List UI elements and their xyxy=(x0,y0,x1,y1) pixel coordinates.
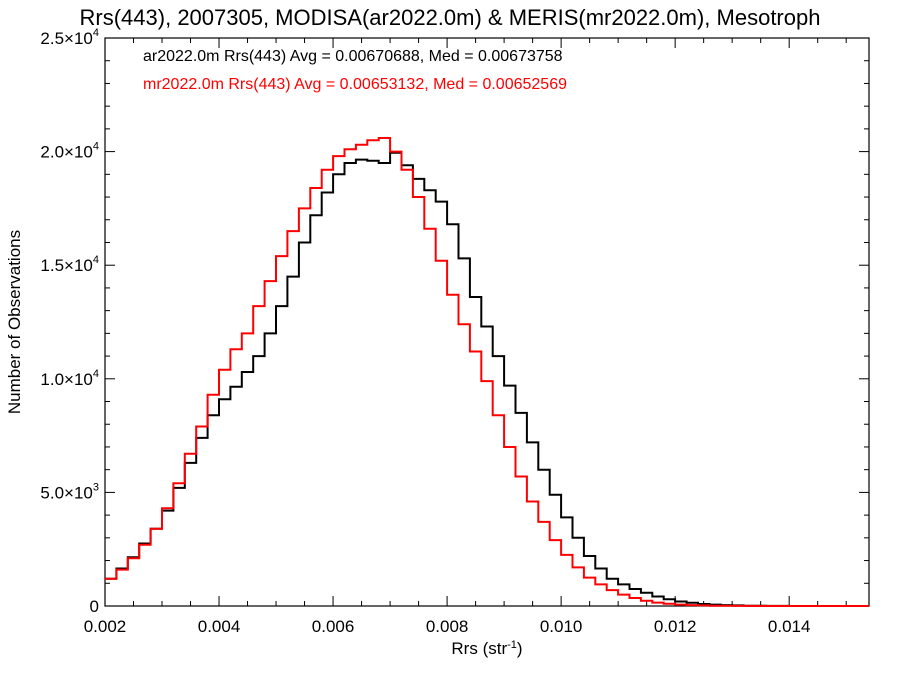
y-tick-label: 5.0×103 xyxy=(40,481,99,502)
x-axis-label-close: ) xyxy=(517,639,523,658)
series-layer xyxy=(105,137,869,607)
series-line-2 xyxy=(105,137,869,607)
y-axis-ticks: 0 5.0×103 1.0×104 1.5×104 2.0×104 2.5×104 xyxy=(40,27,869,616)
y-tick-label: 1.5×104 xyxy=(40,254,99,275)
x-tick-label: 0.008 xyxy=(426,617,469,636)
y-tick-label: 1.0×104 xyxy=(40,368,99,389)
x-axis-label: Rrs (str-1) xyxy=(451,639,522,658)
chart-title: Rrs(443), 2007305, MODISA(ar2022.0m) & M… xyxy=(80,5,821,30)
legend: ar2022.0m Rrs(443) Avg = 0.00670688, Med… xyxy=(143,48,567,93)
legend-entry-1: ar2022.0m Rrs(443) Avg = 0.00670688, Med… xyxy=(143,48,563,65)
plot-area-frame xyxy=(104,37,870,607)
y-tick-label: 2.5×104 xyxy=(40,27,99,48)
y-axis-label: Number of Observations xyxy=(5,230,24,414)
y-tick-label: 2.0×104 xyxy=(40,141,99,162)
x-tick-label: 0.014 xyxy=(768,617,811,636)
x-tick-label: 0.002 xyxy=(84,617,127,636)
x-axis-label-text: Rrs (str xyxy=(451,639,507,658)
x-tick-label: 0.010 xyxy=(540,617,583,636)
x-axis-label-superscript: -1 xyxy=(507,639,517,651)
x-tick-label: 0.004 xyxy=(198,617,241,636)
legend-entry-2: mr2022.0m Rrs(443) Avg = 0.00653132, Med… xyxy=(143,76,567,93)
y-tick-label: 0 xyxy=(90,597,99,616)
x-axis-ticks: 0.002 0.004 0.006 0.008 0.010 0.012 0.014 xyxy=(84,38,847,636)
x-tick-label: 0.012 xyxy=(654,617,697,636)
x-tick-label: 0.006 xyxy=(312,617,355,636)
series-line-1 xyxy=(105,151,869,607)
